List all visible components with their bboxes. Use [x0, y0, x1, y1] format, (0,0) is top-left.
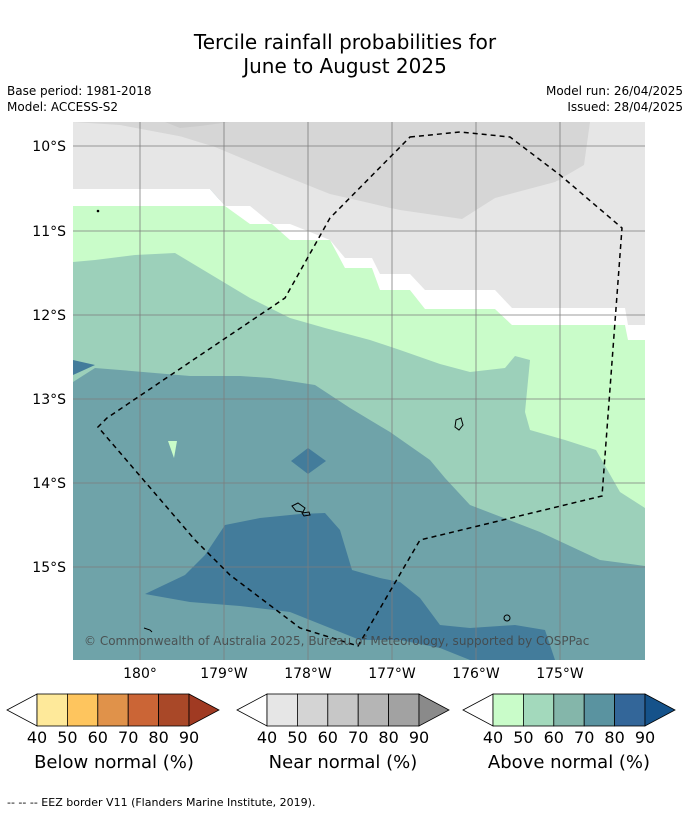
- island: [454, 417, 464, 431]
- island: [301, 511, 311, 517]
- copyright-text: © Commonwealth of Australia 2025, Bureau…: [84, 634, 589, 648]
- colorbars: 40 50 60 70 80 90 40 50 60 70 80 90 40 50 60 70 80 90: [6, 693, 676, 747]
- colorbar-near-tick: 50: [287, 728, 307, 747]
- colorbar-near-bin: [266, 693, 298, 727]
- colorbar-above-tick: 50: [513, 728, 533, 747]
- lon-label: 175°W: [536, 666, 584, 682]
- colorbar-below-tick: 60: [88, 728, 108, 747]
- island: [503, 614, 511, 622]
- colorbar-near-extend-low: [236, 693, 268, 727]
- colorbar-near-bin: [327, 693, 359, 727]
- colorbar-above-extend-low: [462, 693, 494, 727]
- colorbar-near-bin: [388, 693, 420, 727]
- field-near-60-spot: [165, 122, 230, 128]
- colorbar-above-bin: [614, 693, 646, 727]
- lat-label: 11°S: [32, 224, 66, 240]
- colorbar-above-tick: 40: [483, 728, 503, 747]
- map-title: Tercile rainfall probabilities for June …: [0, 30, 690, 78]
- colorbar-above-bin: [553, 693, 585, 727]
- colorbar-near-tick: 40: [257, 728, 277, 747]
- colorbar-near-tick: 60: [318, 728, 338, 747]
- lat-label: 10°S: [32, 139, 66, 155]
- lon-label: 179°W: [200, 666, 248, 682]
- title-line-2: June to August 2025: [243, 54, 447, 78]
- eez-footnote: -- -- -- EEZ border V11 (Flanders Marine…: [7, 796, 316, 809]
- lon-label: 176°W: [452, 666, 500, 682]
- title-line-1: Tercile rainfall probabilities for: [193, 30, 497, 54]
- lat-label: 15°S: [32, 560, 66, 576]
- base-period: Base period: 1981-2018: [7, 84, 152, 98]
- lat-label: 14°S: [32, 476, 66, 492]
- colorbar-below-bin: [67, 693, 99, 727]
- colorbar-below-tick: 90: [179, 728, 199, 747]
- gridlines: [73, 122, 645, 660]
- field-above-80-diamond: [291, 448, 326, 474]
- colorbar-near-bin: [296, 693, 329, 727]
- field-above-80: [145, 513, 555, 660]
- island: [96, 209, 100, 213]
- legend-title-below: Below normal (%): [34, 752, 194, 773]
- colorbar-near-tick: 90: [409, 728, 429, 747]
- colorbar-above-tick: 90: [635, 728, 655, 747]
- field-blank-strip: [73, 189, 645, 340]
- model-run: Model run: 26/04/2025: [545, 84, 683, 98]
- meta-right: Model run: 26/04/2025 Issued: 28/04/2025: [546, 83, 683, 115]
- lat-label: 13°S: [32, 392, 66, 408]
- colorbar-above-bin: [492, 693, 524, 727]
- colorbar-above-tick: 70: [574, 728, 594, 747]
- colorbar-below-bin: [158, 693, 190, 727]
- colorbar-below-bin: [97, 693, 129, 727]
- colorbar-above-bin: [523, 693, 555, 727]
- probability-fields: [73, 122, 645, 660]
- lon-label: 180°: [123, 666, 157, 682]
- lat-labels: 10°S 11°S 12°S 13°S 14°S 15°S: [32, 139, 66, 576]
- island: [143, 627, 153, 633]
- colorbar-above-bin: [583, 693, 616, 727]
- colorbar-near-bin: [357, 693, 390, 727]
- colorbar-near-extend-high: [418, 693, 450, 727]
- colorbar-above-extend-high: [644, 693, 676, 727]
- lon-labels: 180° 179°W 178°W 177°W 176°W 175°W: [123, 666, 584, 682]
- lon-label: 177°W: [368, 666, 416, 682]
- field-above-80-tail: [73, 360, 95, 375]
- field-above-50-blob: [168, 441, 177, 458]
- issued-date: Issued: 28/04/2025: [567, 100, 683, 114]
- colorbar-below-bin: [36, 693, 68, 727]
- colorbar-above-tick: 60: [544, 728, 564, 747]
- lat-label: 12°S: [32, 308, 66, 324]
- colorbar-below-extend-low: [6, 693, 38, 727]
- eez-border: [96, 131, 623, 647]
- lon-label: 178°W: [284, 666, 332, 682]
- colorbar-below-bin: [127, 693, 159, 727]
- meta-left: Base period: 1981-2018 Model: ACCESS-S2: [7, 83, 152, 115]
- colorbar-above-tick: 80: [604, 728, 624, 747]
- colorbar-near-tick: 80: [378, 728, 398, 747]
- colorbar-below-tick: 50: [57, 728, 77, 747]
- colorbar-below-tick: 40: [27, 728, 47, 747]
- legend-title-above: Above normal (%): [487, 752, 651, 773]
- model-name: Model: ACCESS-S2: [7, 100, 119, 114]
- colorbar-below-tick: 80: [148, 728, 168, 747]
- colorbar-below-extend-high: [188, 693, 220, 727]
- islands: [96, 209, 511, 633]
- colorbar-near-tick: 70: [348, 728, 368, 747]
- colorbar-below-tick: 70: [118, 728, 138, 747]
- island: [291, 502, 306, 513]
- legend-title-near: Near normal (%): [268, 752, 418, 773]
